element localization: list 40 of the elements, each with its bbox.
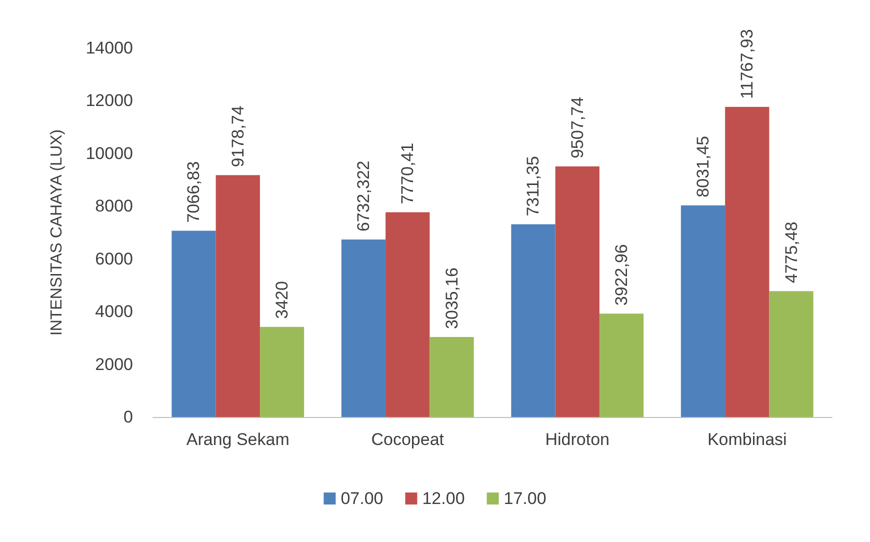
legend-label: 07.00: [340, 489, 384, 508]
data-label: 4775,48: [782, 222, 801, 284]
y-tick-label: 6000: [95, 249, 133, 268]
bar: [769, 291, 814, 417]
bar: [172, 230, 216, 417]
data-label: 11767,93: [738, 29, 757, 99]
data-label: 3035,16: [442, 268, 462, 329]
x-tick-label: Arang Sekam: [186, 430, 290, 449]
x-tick-label: Hidroton: [545, 430, 610, 449]
bar: [511, 224, 556, 417]
y-tick-label: 0: [124, 408, 133, 426]
y-tick-label: 4000: [95, 302, 133, 322]
data-label: 8031,45: [693, 136, 712, 198]
data-label: 3922,96: [612, 244, 632, 306]
y-tick-label: 12000: [86, 91, 133, 110]
y-axis-title: INTENSITAS CAHAYA (LUX): [48, 129, 66, 336]
data-label: 7311,35: [524, 156, 543, 216]
bar: [680, 205, 726, 417]
legend-label: 17.00: [504, 489, 546, 508]
bar: [725, 106, 770, 417]
y-tick-label: 10000: [86, 144, 133, 163]
data-label: 9178,74: [228, 106, 248, 168]
y-tick-label: 14000: [86, 38, 133, 58]
bar: [341, 240, 386, 417]
x-tick-label: Kombinasi: [707, 430, 787, 449]
bar: [216, 175, 260, 417]
data-label: 6732,322: [354, 160, 373, 232]
bar: [430, 337, 474, 417]
bar: [260, 326, 304, 417]
bar: [386, 212, 430, 417]
y-tick-label: 8000: [95, 196, 133, 216]
bar: [555, 166, 600, 417]
legend-label: 12.00: [422, 489, 465, 508]
bar: [599, 314, 644, 417]
data-label: 3420: [272, 281, 292, 319]
data-label: 9507,74: [568, 96, 587, 158]
data-label: 7770,41: [398, 142, 418, 204]
x-tick-label: Cocopeat: [371, 430, 444, 449]
data-label: 7066,83: [184, 161, 204, 223]
y-tick-label: 2000: [95, 354, 133, 374]
